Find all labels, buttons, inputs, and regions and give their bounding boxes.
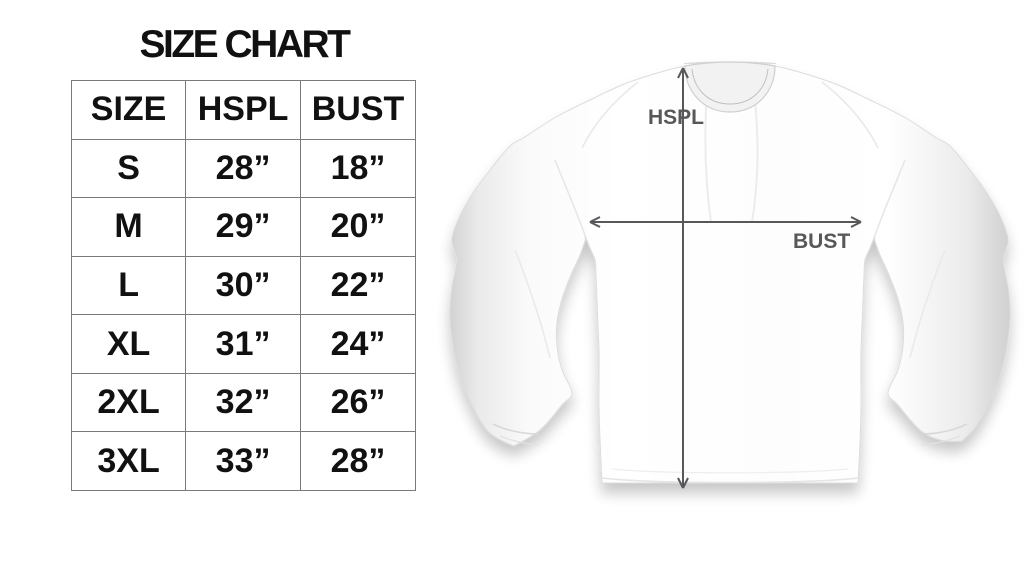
svg-text:HSPL: HSPL [648, 106, 704, 129]
svg-text:BUST: BUST [793, 230, 850, 253]
